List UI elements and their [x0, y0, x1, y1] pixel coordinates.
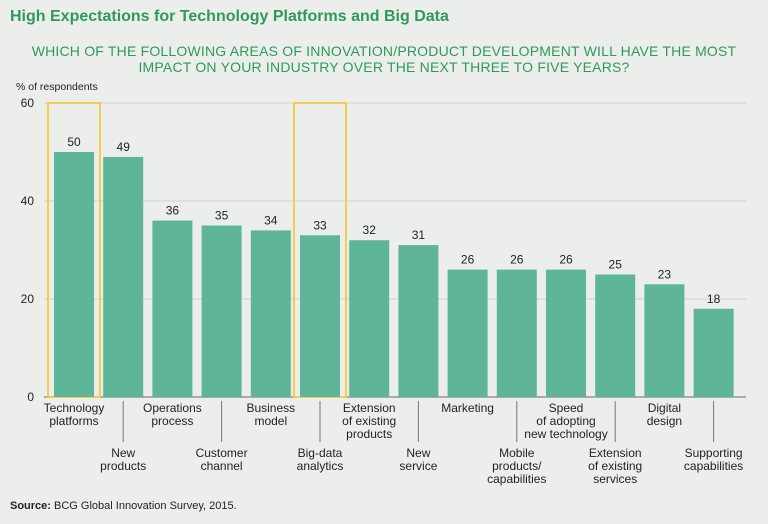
value-label: 26: [510, 253, 524, 267]
bar: [644, 284, 685, 397]
category-label-line: New: [406, 446, 430, 460]
category-label-line: Extension: [589, 446, 642, 460]
category-label-line: process: [151, 414, 193, 428]
bar: [595, 274, 636, 397]
bar: [349, 240, 390, 397]
category-label: Supporting capabilities: [684, 446, 743, 473]
category-label-line: Big-data: [298, 446, 343, 460]
category-label-line: service: [399, 459, 437, 473]
chart-subtitle: WHICH OF THE FOLLOWING AREAS OF INNOVATI…: [0, 43, 768, 75]
category-label-line: products/: [492, 459, 542, 473]
y-axis-label: % of respondents: [16, 81, 98, 93]
category-label: Extension of existing services: [588, 446, 642, 486]
category-label: New service: [399, 446, 437, 473]
bar: [496, 269, 537, 397]
y-tick-label: 40: [21, 194, 35, 208]
category-label-line: Marketing: [441, 401, 494, 415]
category-label-line: Technology: [44, 401, 105, 415]
category-label-line: Business: [246, 401, 295, 415]
category-label-line: services: [593, 472, 637, 486]
category-label: Customer channel: [196, 446, 248, 473]
source-note: Source: BCG Global Innovation Survey, 20…: [10, 500, 237, 512]
bar: [693, 308, 734, 397]
value-label: 26: [559, 253, 573, 267]
bar: [300, 235, 340, 397]
category-label-line: model: [254, 414, 287, 428]
y-tick-label: 60: [21, 96, 35, 110]
bar: [447, 269, 488, 397]
category-label-line: products: [100, 459, 146, 473]
category-label-line: products: [346, 427, 392, 441]
category-label-line: of existing: [588, 459, 642, 473]
category-label-line: Extension: [343, 401, 396, 415]
value-label: 50: [67, 135, 81, 149]
category-label-line: Speed: [549, 401, 584, 415]
bar: [103, 156, 144, 397]
value-label: 26: [461, 253, 475, 267]
category-label-line: analytics: [297, 459, 344, 473]
category-label-line: design: [647, 414, 682, 428]
category-label: Extension of existing products: [342, 401, 396, 441]
category-label-line: of existing: [342, 414, 396, 428]
category-label-line: Operations: [143, 401, 202, 415]
category-label-line: capabilities: [487, 472, 546, 486]
category-label-line: Supporting: [685, 446, 743, 460]
bar: [54, 152, 94, 397]
category-label-line: New: [111, 446, 135, 460]
value-label: 32: [363, 223, 377, 237]
source-text: BCG Global Innovation Survey, 2015.: [54, 500, 237, 512]
subtitle-line-1: WHICH OF THE FOLLOWING AREAS OF INNOVATI…: [31, 43, 737, 59]
bar: [250, 230, 291, 397]
value-label: 31: [412, 228, 426, 242]
category-label-line: Customer: [196, 446, 248, 460]
category-label: Operations process: [143, 401, 202, 428]
bar: [546, 269, 586, 397]
category-label: Marketing: [441, 401, 494, 415]
bar: [152, 220, 193, 397]
category-label-line: new technology: [524, 427, 607, 441]
value-label: 35: [215, 209, 229, 223]
chart-title: High Expectations for Technology Platfor…: [10, 8, 449, 25]
category-label-line: of adopting: [536, 414, 595, 428]
value-label: 36: [166, 204, 180, 218]
category-label-line: Digital: [648, 401, 681, 415]
category-label-line: channel: [201, 459, 243, 473]
value-label: 34: [264, 213, 278, 227]
category-label-line: platforms: [49, 414, 98, 428]
category-label: Technology platforms: [44, 401, 105, 428]
bar: [398, 245, 439, 397]
category-label-line: Mobile: [499, 446, 535, 460]
category-label: Mobile products/capabilities: [487, 446, 546, 486]
y-tick-label: 0: [27, 390, 34, 404]
value-label: 25: [609, 258, 623, 272]
value-label: 33: [313, 218, 327, 232]
value-label: 18: [707, 292, 721, 306]
subtitle-line-2: IMPACT ON YOUR INDUSTRY OVER THE NEXT TH…: [138, 59, 630, 75]
value-label: 23: [658, 267, 672, 281]
bar: [201, 225, 242, 397]
category-label: Business model: [246, 401, 295, 428]
source-label: Source:: [10, 500, 51, 512]
category-label: Big-data analytics: [297, 446, 344, 473]
category-label: New products: [100, 446, 146, 473]
value-label: 49: [117, 140, 131, 154]
category-label: Digital design: [647, 401, 682, 428]
category-label-line: capabilities: [684, 459, 743, 473]
category-label: Speed of adopting new technology: [524, 401, 607, 441]
y-tick-label: 20: [21, 292, 35, 306]
